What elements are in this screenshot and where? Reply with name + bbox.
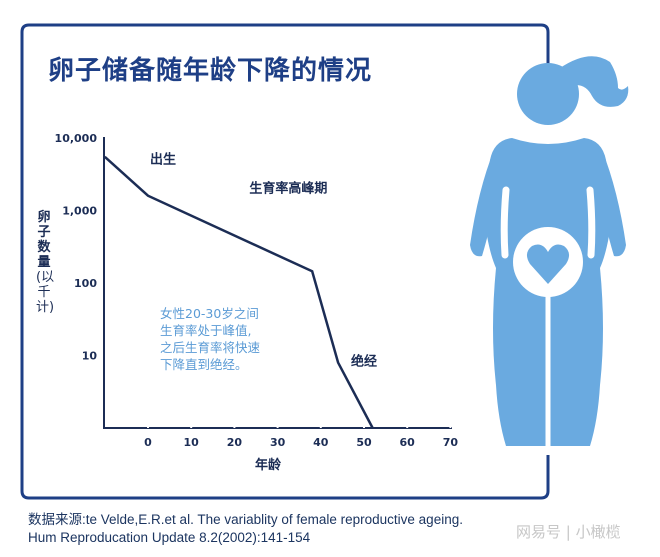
y-tick-label: 10: [82, 350, 98, 363]
annotation-label: 出生: [150, 152, 176, 168]
source-line: Hum Reproducation Update 8.2(2002):141-1…: [28, 530, 311, 545]
y-axis-label-char: 数: [37, 240, 51, 255]
note-line: 女性20-30岁之间: [160, 306, 259, 321]
x-tick-label: 30: [270, 436, 286, 449]
x-tick-label: 50: [356, 436, 372, 449]
series-line: [103, 155, 374, 429]
x-tick-label: 20: [227, 436, 243, 449]
x-tick-label: 40: [313, 436, 329, 449]
watermark: 网易号 | 小橄榄: [516, 523, 621, 541]
y-axis-label-char: 子: [37, 225, 51, 240]
x-tick-label: 10: [184, 436, 200, 449]
source-citation: 数据来源:te Velde,E.R.et al. The variablity …: [28, 511, 463, 547]
y-axis-label-char: 卵: [37, 210, 51, 225]
x-tick-label: 60: [400, 436, 416, 449]
annotation-label: 生育率高峰期: [249, 180, 327, 196]
y-axis-label-char: (以: [36, 270, 55, 285]
source-line: 数据来源:te Velde,E.R.et al. The variablity …: [28, 512, 463, 527]
y-axis-label: 卵子数量 (以千计): [36, 210, 55, 315]
heart-icon: [526, 244, 570, 284]
y-tick-label: 10,000: [55, 132, 98, 145]
page-title: 卵子储备随年龄下降的情况: [48, 56, 373, 86]
y-axis-label-char: 千: [37, 285, 51, 300]
x-tick-label: 70: [443, 436, 459, 449]
x-tick-label: 0: [144, 436, 152, 449]
note-line: 下降直到绝经。: [160, 357, 248, 372]
y-axis-label-char: 计): [36, 300, 55, 315]
x-axis-label: 年龄: [255, 457, 282, 473]
woman-with-heart-womb-icon: [470, 56, 629, 452]
y-tick-label: 100: [74, 277, 97, 290]
y-axis-label-char: 量: [37, 255, 51, 270]
card-border: [20, 23, 550, 500]
note-line: 之后生育率将快速: [160, 340, 261, 355]
note-line: 生育率处于峰值,: [160, 323, 252, 338]
annotation-label: 绝经: [351, 354, 377, 370]
chart-note: 女性20-30岁之间 生育率处于峰值, 之后生育率将快速 下降直到绝经。: [160, 305, 260, 373]
y-tick-label: 1,000: [62, 205, 97, 218]
